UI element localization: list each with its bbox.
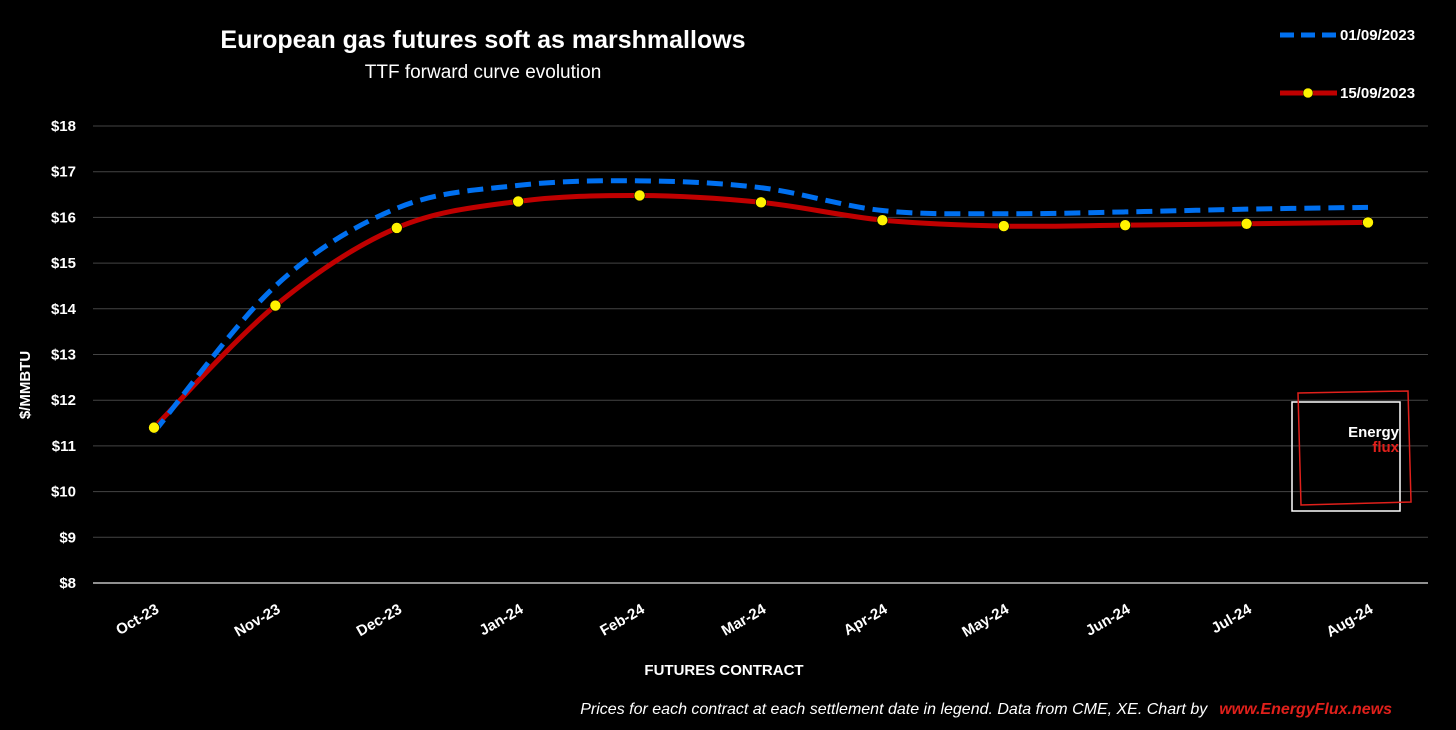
y-tick-label-15: $15 xyxy=(51,255,76,272)
legend: 01/09/2023 15/09/2023 xyxy=(1280,27,1415,102)
logo-text-energy: Energy xyxy=(1348,424,1400,441)
marker-nov-23 xyxy=(269,299,282,312)
legend-marker-series-2 xyxy=(1302,87,1314,99)
logo-text-flux: flux xyxy=(1372,439,1399,456)
marker-jan-24 xyxy=(512,195,525,208)
series-markers-15-09-2023 xyxy=(148,189,1374,434)
y-tick-label-14: $14 xyxy=(51,301,77,318)
marker-aug-24 xyxy=(1362,216,1374,229)
marker-jun-24 xyxy=(1119,219,1131,231)
series-line-01-09-2023 xyxy=(152,178,1369,434)
x-axis-label: FUTURES CONTRACT xyxy=(644,662,803,679)
y-tick-label-12: $12 xyxy=(51,392,76,409)
marker-dec-23 xyxy=(390,222,403,234)
legend-item-series-2: 15/09/2023 xyxy=(1280,85,1415,102)
y-tick-label-9: $9 xyxy=(59,529,76,546)
series-layer xyxy=(148,178,1374,434)
series-01-09-2023 xyxy=(152,178,1369,434)
footer: Prices for each contract at each settlem… xyxy=(580,701,1392,718)
chart-title: European gas futures soft as marshmallow… xyxy=(220,26,745,54)
y-tick-label-10: $10 xyxy=(51,484,76,501)
footer-note: Prices for each contract at each settlem… xyxy=(580,701,1208,718)
legend-item-series-1: 01/09/2023 xyxy=(1280,27,1415,44)
gridlines xyxy=(93,125,1428,584)
y-tick-label-17: $17 xyxy=(51,164,76,181)
legend-label-series-2: 15/09/2023 xyxy=(1340,85,1415,102)
y-axis-label: $/MMBTU xyxy=(17,351,34,419)
footer-link[interactable]: www.EnergyFlux.news xyxy=(1219,701,1392,718)
marker-apr-24 xyxy=(876,214,889,226)
y-tick-label-16: $16 xyxy=(51,209,76,226)
y-tick-label-8: $8 xyxy=(59,575,76,592)
y-tick-label-13: $13 xyxy=(51,347,76,364)
y-tick-label-18: $18 xyxy=(51,118,76,135)
energyflux-logo: Energy flux xyxy=(1291,390,1412,512)
marker-feb-24 xyxy=(633,189,646,202)
marker-oct-23 xyxy=(148,421,160,434)
legend-label-series-1: 01/09/2023 xyxy=(1340,27,1415,44)
y-tick-label-11: $11 xyxy=(52,438,76,455)
logo-red-frame xyxy=(1297,390,1412,506)
marker-mar-24 xyxy=(755,196,767,209)
y-axis-ticks: $8 $9 $10 $11 $12 $13 $14 $15 $16 $17 $18 xyxy=(51,118,77,592)
marker-jul-24 xyxy=(1240,217,1253,230)
logo-white-frame xyxy=(1291,401,1401,512)
chart-subtitle: TTF forward curve evolution xyxy=(365,62,602,83)
marker-may-24 xyxy=(997,220,1010,232)
